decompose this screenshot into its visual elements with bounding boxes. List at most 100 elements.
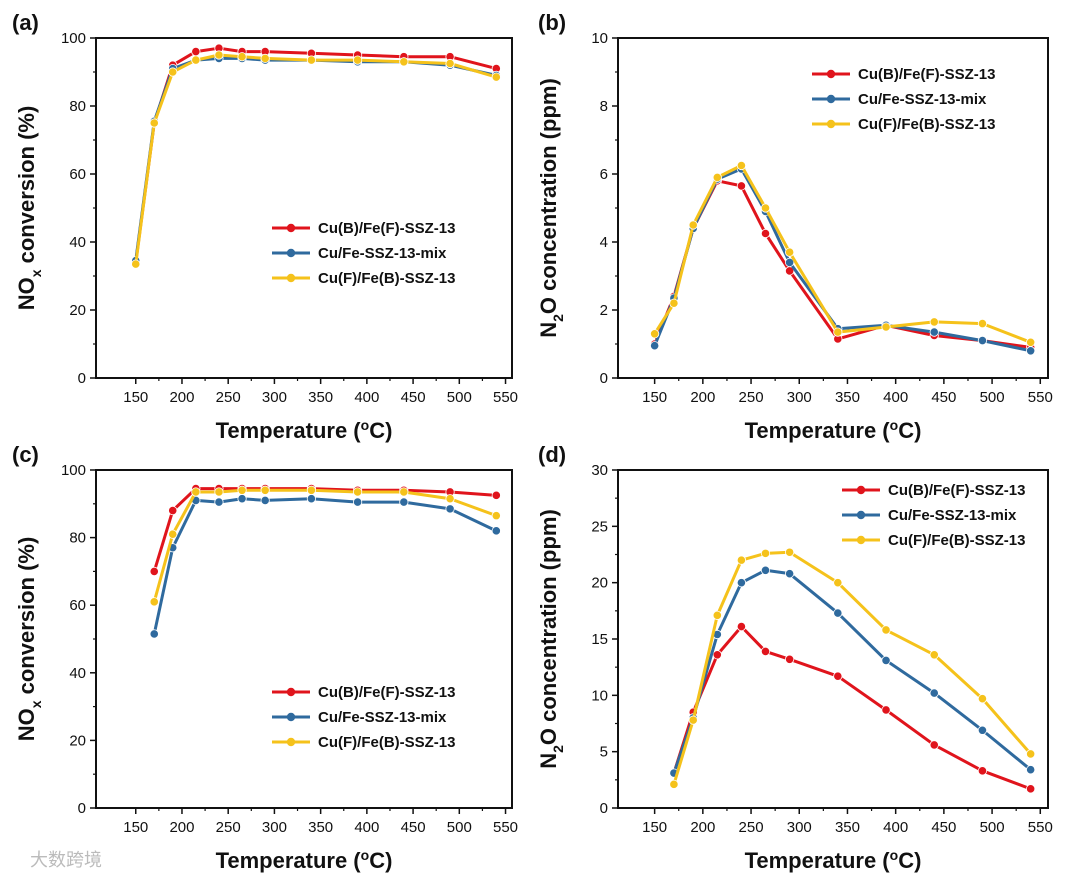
data-point <box>736 181 747 191</box>
legend-swatch-marker <box>286 687 296 697</box>
data-point <box>260 53 270 64</box>
data-point <box>736 555 747 565</box>
data-point <box>168 505 178 516</box>
y-axis-label-sub: x <box>28 269 44 277</box>
x-axis-label-part: C) <box>898 848 921 873</box>
data-point <box>168 67 178 77</box>
panel-d: (d) 150 200 250 300 350 400 450 500 550 0 5 10 15 20 25… <box>536 442 1053 873</box>
x-tick-label: 350 <box>835 819 860 836</box>
legend-swatch-marker <box>826 119 836 129</box>
y-tick-label: 60 <box>69 597 86 614</box>
data-point <box>491 526 501 536</box>
x-tick-label: 450 <box>931 389 956 406</box>
x-tick-label: 350 <box>308 819 333 836</box>
y-tick-label: 40 <box>69 234 86 251</box>
watermark: 大数跨境 <box>30 850 102 870</box>
x-tick-label: 150 <box>123 389 148 406</box>
series-line <box>672 568 1032 774</box>
x-tick-label: 250 <box>216 819 241 836</box>
data-point <box>929 740 939 750</box>
data-point <box>399 487 409 497</box>
y-tick-label: 20 <box>69 302 86 319</box>
y-axis-label-part: conversion (%) <box>14 537 39 701</box>
x-axis-label-part: C) <box>369 848 392 873</box>
data-point <box>491 511 501 521</box>
panel-c: (c) 150 200 250 300 350 400 450 500 550 0 20 40 60 80 1… <box>12 442 518 873</box>
x-tick-label: 450 <box>931 819 956 836</box>
x-axis-label-sup: o <box>361 417 370 433</box>
x-tick-label: 300 <box>787 389 812 406</box>
x-axis-label-sup: o <box>890 417 899 433</box>
y-axis-label: NOx conversion (%) <box>14 106 44 311</box>
legend-swatch-marker <box>856 535 866 545</box>
y-tick-label: 10 <box>591 687 608 704</box>
y-tick-label: 30 <box>591 462 608 479</box>
data-point <box>214 487 224 497</box>
panel-b: (b) 150 200 250 300 350 400 450 500 550 0 2 4 6 8 10 Tem… <box>536 10 1053 443</box>
data-point <box>1026 784 1036 794</box>
legend-swatch-marker <box>826 94 836 104</box>
y-axis-label-part: O concentration (ppm) <box>536 78 561 314</box>
y-axis-label: N2O concentration (ppm) <box>536 509 566 769</box>
data-point <box>785 569 795 579</box>
data-point <box>131 259 141 269</box>
data-point <box>149 597 159 607</box>
y-axis-label: N2O concentration (ppm) <box>536 78 566 338</box>
x-tick-label: 400 <box>354 389 379 406</box>
panel-a: (a) 150 200 250 300 350 400 450 500 550 0 20 40 60 80 1… <box>12 10 518 443</box>
y-axis-label-part: NO <box>14 277 39 310</box>
data-point <box>260 495 270 506</box>
data-point <box>669 779 679 789</box>
data-point <box>929 688 939 698</box>
legend: Cu(B)/Fe(F)-SSZ-13 Cu/Fe-SSZ-13-mix Cu(F)/… <box>812 66 996 133</box>
legend-label: Cu(F)/Fe(B)-SSZ-13 <box>888 532 1026 549</box>
y-tick-label: 0 <box>600 370 608 387</box>
y-tick-label: 20 <box>591 575 608 592</box>
legend: Cu(B)/Fe(F)-SSZ-13 Cu/Fe-SSZ-13-mix Cu(F)/… <box>272 684 456 751</box>
series-line <box>653 164 1032 344</box>
x-axis-label-part: C) <box>898 418 921 443</box>
data-point <box>237 494 247 504</box>
legend-label: Cu/Fe-SSZ-13-mix <box>888 507 1017 524</box>
y-tick-label: 2 <box>600 302 608 319</box>
data-point <box>736 160 747 171</box>
data-point <box>353 55 363 65</box>
data-point <box>149 629 159 639</box>
x-tick-label: 200 <box>169 819 194 836</box>
x-axis-label-part: Temperature ( <box>216 418 362 443</box>
series-line <box>134 53 497 265</box>
data-point <box>306 494 316 504</box>
y-tick-label: 0 <box>78 370 86 387</box>
legend-label: Cu/Fe-SSZ-13-mix <box>318 709 447 726</box>
x-axis-label-part: Temperature ( <box>216 848 362 873</box>
y-tick-label: 80 <box>69 530 86 547</box>
y-axis-label-part: N <box>536 753 561 769</box>
data-point <box>833 671 843 681</box>
x-tick-label: 400 <box>883 819 908 836</box>
data-point <box>237 485 247 495</box>
data-point <box>1026 765 1036 775</box>
data-point <box>306 485 316 495</box>
data-point <box>760 203 771 213</box>
data-point <box>785 257 795 267</box>
data-point <box>760 565 771 575</box>
x-tick-label: 200 <box>690 819 715 836</box>
x-tick-label: 200 <box>169 389 194 406</box>
series-blue <box>669 565 1036 778</box>
legend-swatch-marker <box>856 510 866 520</box>
x-tick-label: 300 <box>262 819 287 836</box>
series-line <box>152 497 497 635</box>
data-point <box>712 650 722 660</box>
data-point <box>149 566 159 577</box>
x-axis-label: Temperature (oC) <box>216 847 393 873</box>
data-point <box>881 705 891 715</box>
series-yellow <box>149 485 501 607</box>
data-point <box>785 654 795 664</box>
data-point <box>650 329 660 339</box>
data-point <box>1026 337 1036 347</box>
legend-swatch-marker <box>286 223 296 233</box>
x-axis-label-part: Temperature ( <box>745 848 891 873</box>
legend-swatch-marker <box>286 273 296 283</box>
y-tick-label: 8 <box>600 98 608 115</box>
legend: Cu(B)/Fe(F)-SSZ-13 Cu/Fe-SSZ-13-mix Cu(F)/… <box>272 220 456 287</box>
